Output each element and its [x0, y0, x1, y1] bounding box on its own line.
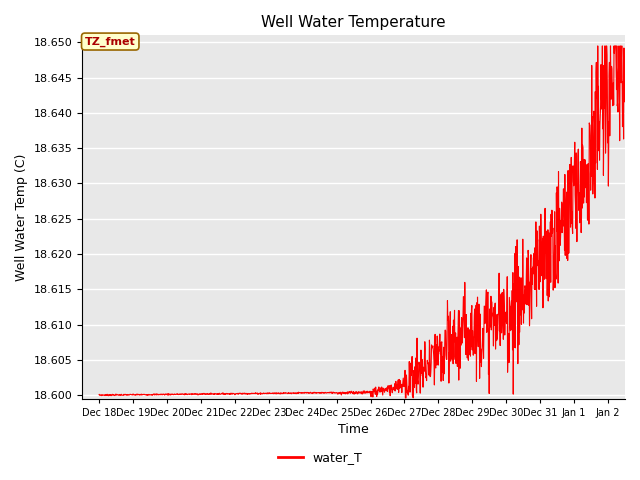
Title: Well Water Temperature: Well Water Temperature: [261, 15, 446, 30]
X-axis label: Time: Time: [338, 423, 369, 436]
Legend: water_T: water_T: [273, 446, 367, 469]
Text: TZ_fmet: TZ_fmet: [85, 36, 136, 47]
Y-axis label: Well Water Temp (C): Well Water Temp (C): [15, 153, 28, 281]
